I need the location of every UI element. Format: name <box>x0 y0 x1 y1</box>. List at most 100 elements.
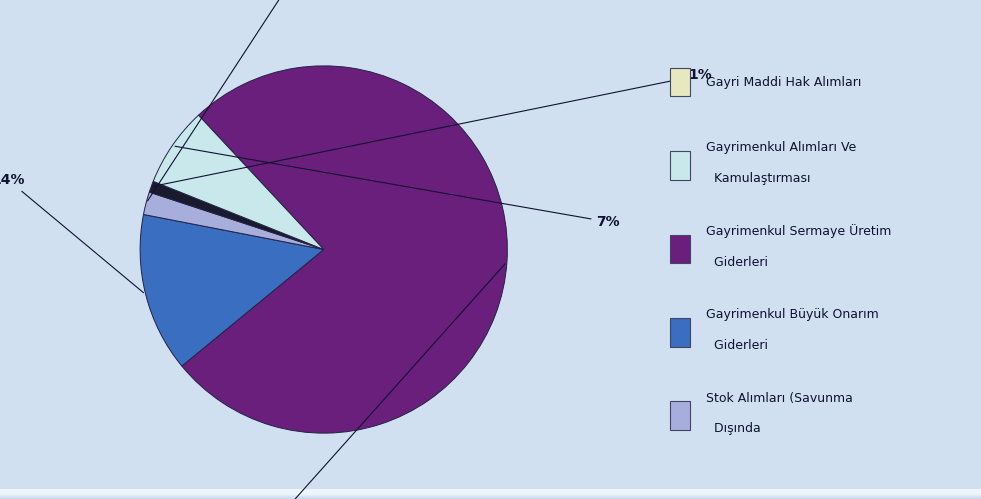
Bar <box>0 491 981 496</box>
Bar <box>0 491 981 496</box>
Bar <box>0 493 981 498</box>
Bar <box>0 492 981 497</box>
Wedge shape <box>149 181 324 250</box>
Text: Giderleri: Giderleri <box>705 339 768 352</box>
Bar <box>0 491 981 496</box>
Bar <box>0 494 981 499</box>
Bar <box>0 493 981 498</box>
Text: Stok Alımları (Savunma: Stok Alımları (Savunma <box>705 392 852 405</box>
Bar <box>0 490 981 495</box>
Bar <box>0 494 981 499</box>
Bar <box>0 492 981 497</box>
Bar <box>0 491 981 496</box>
Bar <box>0 493 981 498</box>
Bar <box>0 492 981 497</box>
Bar <box>0 491 981 496</box>
Bar <box>0 491 981 496</box>
Bar <box>0 494 981 499</box>
Bar <box>0 494 981 499</box>
Bar <box>0 493 981 498</box>
Bar <box>0 490 981 495</box>
FancyBboxPatch shape <box>670 151 690 180</box>
Bar <box>0 492 981 497</box>
Bar <box>0 492 981 497</box>
Bar <box>0 492 981 497</box>
Text: Kamulaştırması: Kamulaştırması <box>705 172 810 185</box>
Bar <box>0 492 981 497</box>
Text: 1%: 1% <box>154 68 712 186</box>
Bar <box>0 494 981 499</box>
Bar <box>0 494 981 499</box>
Bar <box>0 491 981 496</box>
Bar <box>0 490 981 495</box>
Text: 14%: 14% <box>0 173 143 293</box>
Bar <box>0 490 981 495</box>
Bar <box>0 493 981 498</box>
Bar <box>0 490 981 495</box>
Bar <box>0 492 981 497</box>
Bar <box>0 494 981 499</box>
Bar <box>0 494 981 499</box>
Text: 7%: 7% <box>175 146 620 229</box>
Bar <box>0 492 981 497</box>
Bar <box>0 490 981 495</box>
Text: Giderleri: Giderleri <box>705 255 768 268</box>
Bar <box>0 493 981 498</box>
Bar <box>0 490 981 495</box>
Bar <box>0 490 981 495</box>
Bar <box>0 492 981 497</box>
Bar <box>0 493 981 498</box>
Bar <box>0 493 981 498</box>
Bar <box>0 490 981 495</box>
Bar <box>0 489 981 494</box>
Bar <box>0 492 981 497</box>
Bar <box>0 493 981 498</box>
Text: Dışında: Dışında <box>705 423 760 436</box>
Bar <box>0 490 981 495</box>
Bar <box>0 494 981 499</box>
Bar <box>0 491 981 496</box>
Bar <box>0 494 981 499</box>
Bar <box>0 491 981 496</box>
Text: Gayrimenkul Alımları Ve: Gayrimenkul Alımları Ve <box>705 141 856 154</box>
Bar <box>0 491 981 496</box>
Bar <box>0 492 981 497</box>
Bar <box>0 490 981 495</box>
Bar <box>0 493 981 498</box>
Bar <box>0 493 981 498</box>
Bar <box>0 492 981 497</box>
Text: Gayrimenkul Büyük Onarım: Gayrimenkul Büyük Onarım <box>705 308 878 321</box>
Bar <box>0 493 981 498</box>
Text: Gayrimenkul Sermaye Üretim: Gayrimenkul Sermaye Üretim <box>705 225 891 239</box>
Text: 2%: 2% <box>147 0 314 201</box>
Bar <box>0 492 981 497</box>
Bar <box>0 494 981 499</box>
Bar <box>0 490 981 495</box>
Bar <box>0 492 981 497</box>
Bar <box>0 490 981 495</box>
Bar <box>0 493 981 498</box>
Text: 76%: 76% <box>252 264 505 499</box>
Bar <box>0 494 981 499</box>
Bar <box>0 492 981 497</box>
Bar <box>0 489 981 494</box>
Bar <box>0 489 981 494</box>
Bar <box>0 491 981 496</box>
Bar <box>0 491 981 496</box>
FancyBboxPatch shape <box>670 235 690 263</box>
Bar <box>0 493 981 498</box>
Wedge shape <box>181 66 507 433</box>
Text: Gayri Maddi Hak Alımları: Gayri Maddi Hak Alımları <box>705 75 861 88</box>
Bar <box>0 493 981 498</box>
Bar <box>0 491 981 496</box>
Bar <box>0 491 981 496</box>
Bar <box>0 493 981 498</box>
Wedge shape <box>143 192 324 250</box>
Bar <box>0 492 981 497</box>
Bar <box>0 490 981 495</box>
Bar <box>0 494 981 499</box>
Bar <box>0 493 981 498</box>
Bar <box>0 493 981 498</box>
Wedge shape <box>140 215 324 366</box>
Bar <box>0 490 981 495</box>
